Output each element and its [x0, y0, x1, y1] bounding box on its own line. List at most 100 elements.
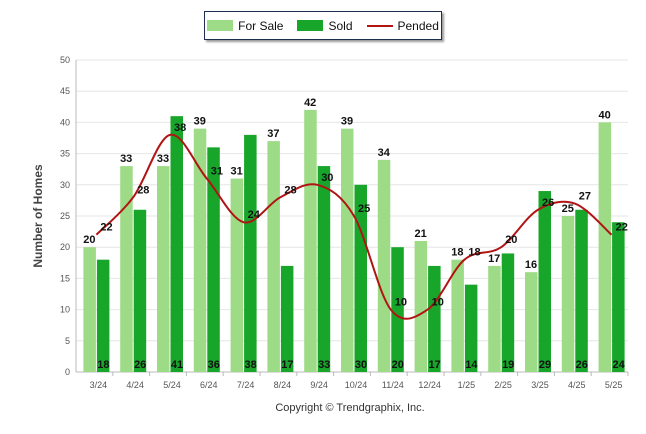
y-tick-label: 15 — [60, 273, 70, 283]
x-tick-label: 4/24 — [126, 380, 144, 390]
pended-value-label: 20 — [505, 234, 517, 246]
pended-line — [95, 133, 613, 320]
for-sale-value-label: 16 — [525, 259, 537, 271]
y-tick-label: 5 — [65, 336, 70, 346]
for-sale-bar — [377, 159, 391, 372]
pended-value-label: 18 — [468, 247, 480, 259]
y-axis-label: Number of Homes — [31, 164, 45, 268]
sold-value-label: 41 — [171, 359, 183, 371]
sold-bar — [575, 209, 588, 372]
x-tick-label: 2/25 — [494, 380, 512, 390]
for-sale-value-label: 25 — [562, 203, 574, 215]
sold-bar — [391, 247, 404, 372]
pended-value-label: 22 — [616, 222, 628, 234]
sold-swatch — [297, 20, 324, 31]
for-sale-bar — [525, 272, 538, 372]
pended-value-label: 38 — [174, 122, 186, 134]
copyright-text: Copyright © Trendgraphix, Inc. — [275, 402, 425, 414]
pended-value-label: 24 — [248, 209, 261, 221]
x-tick-label: 5/25 — [605, 380, 623, 390]
sold-bar — [612, 222, 625, 372]
sold-value-label: 14 — [465, 359, 478, 371]
legend-label-sold: Sold — [328, 18, 353, 33]
for-sale-value-label: 42 — [304, 97, 316, 109]
sold-value-label: 26 — [576, 359, 588, 371]
x-tick-label: 10/24 — [345, 380, 368, 390]
sold-value-label: 36 — [208, 359, 220, 371]
for-sale-value-label: 18 — [451, 247, 463, 259]
for-sale-bar — [157, 166, 170, 372]
x-tick-label: 7/24 — [237, 380, 255, 390]
x-tick-label: 5/24 — [163, 380, 181, 390]
sold-bar — [280, 265, 294, 372]
for-sale-value-label: 31 — [230, 166, 242, 178]
for-sale-value-label: 20 — [83, 234, 95, 246]
x-tick-label: 8/24 — [274, 380, 292, 390]
y-tick-label: 10 — [60, 305, 70, 315]
x-tick-label: 11/24 — [382, 380, 404, 390]
sold-bar — [207, 147, 220, 372]
legend-item-pended[interactable]: Pended — [366, 18, 439, 33]
pended-value-label: 26 — [542, 197, 554, 209]
for-sale-value-label: 33 — [120, 153, 132, 165]
for-sale-bar — [230, 178, 244, 372]
for-sale-value-label: 17 — [488, 253, 500, 265]
sold-value-label: 26 — [134, 359, 146, 371]
sold-bar — [317, 166, 331, 372]
sold-value-label: 30 — [355, 359, 367, 371]
legend-item-for-sale[interactable]: For Sale — [207, 19, 283, 33]
sold-bar — [354, 184, 367, 372]
chart-legend: For Sale Sold Pended — [204, 11, 442, 40]
sold-bar — [428, 265, 441, 372]
legend-label-for-sale: For Sale — [238, 18, 284, 33]
y-tick-label: 25 — [60, 211, 70, 221]
for-sale-value-label: 34 — [378, 147, 391, 159]
sold-value-label: 17 — [428, 359, 440, 371]
sold-bar — [133, 209, 147, 372]
for-sale-bar — [488, 265, 501, 372]
x-tick-label: 3/24 — [90, 380, 108, 390]
for-sale-bar — [304, 109, 317, 373]
legend-item-sold[interactable]: Sold — [297, 18, 353, 33]
x-tick-label: 3/25 — [531, 380, 549, 390]
sold-value-label: 20 — [392, 359, 404, 371]
sold-bar — [96, 259, 110, 372]
pended-value-label: 28 — [284, 184, 296, 196]
for-sale-value-label: 39 — [194, 116, 206, 128]
x-tick-label: 1/25 — [458, 380, 476, 390]
pended-value-label: 27 — [579, 191, 591, 203]
for-sale-value-label: 33 — [157, 153, 169, 165]
pended-value-label: 10 — [432, 297, 444, 309]
y-tick-label: 35 — [60, 149, 70, 159]
legend-label-pended: Pended — [397, 18, 439, 33]
pended-swatch — [366, 24, 393, 27]
y-tick-label: 50 — [60, 55, 70, 65]
for-sale-bar — [83, 247, 96, 372]
for-sale-bar — [561, 216, 575, 372]
pended-value-label: 22 — [100, 222, 112, 234]
for-sale-value-label: 39 — [341, 116, 353, 128]
pended-value-label: 28 — [137, 184, 149, 196]
for-sale-bar — [451, 259, 464, 372]
sold-value-label: 33 — [318, 359, 330, 371]
x-tick-label: 4/25 — [568, 380, 586, 390]
pended-value-label: 25 — [358, 203, 370, 215]
sold-bar — [170, 116, 183, 372]
for-sale-value-label: 21 — [414, 228, 426, 240]
sold-value-label: 29 — [539, 359, 551, 371]
x-tick-label: 9/24 — [310, 380, 328, 390]
sold-bar — [501, 253, 515, 372]
for-sale-value-label: 40 — [598, 109, 610, 121]
sold-bar — [244, 134, 257, 372]
x-tick-label: 12/24 — [418, 380, 441, 390]
for-sale-bar — [120, 166, 133, 372]
y-tick-label: 20 — [60, 242, 70, 252]
sold-value-label: 24 — [612, 359, 625, 371]
sold-bar — [464, 284, 478, 372]
x-tick-label: 6/24 — [200, 380, 218, 390]
for-sale-bar — [414, 240, 428, 372]
y-tick-label: 40 — [60, 117, 70, 127]
for-sale-bar — [267, 141, 280, 372]
for-sale-swatch — [207, 20, 234, 31]
